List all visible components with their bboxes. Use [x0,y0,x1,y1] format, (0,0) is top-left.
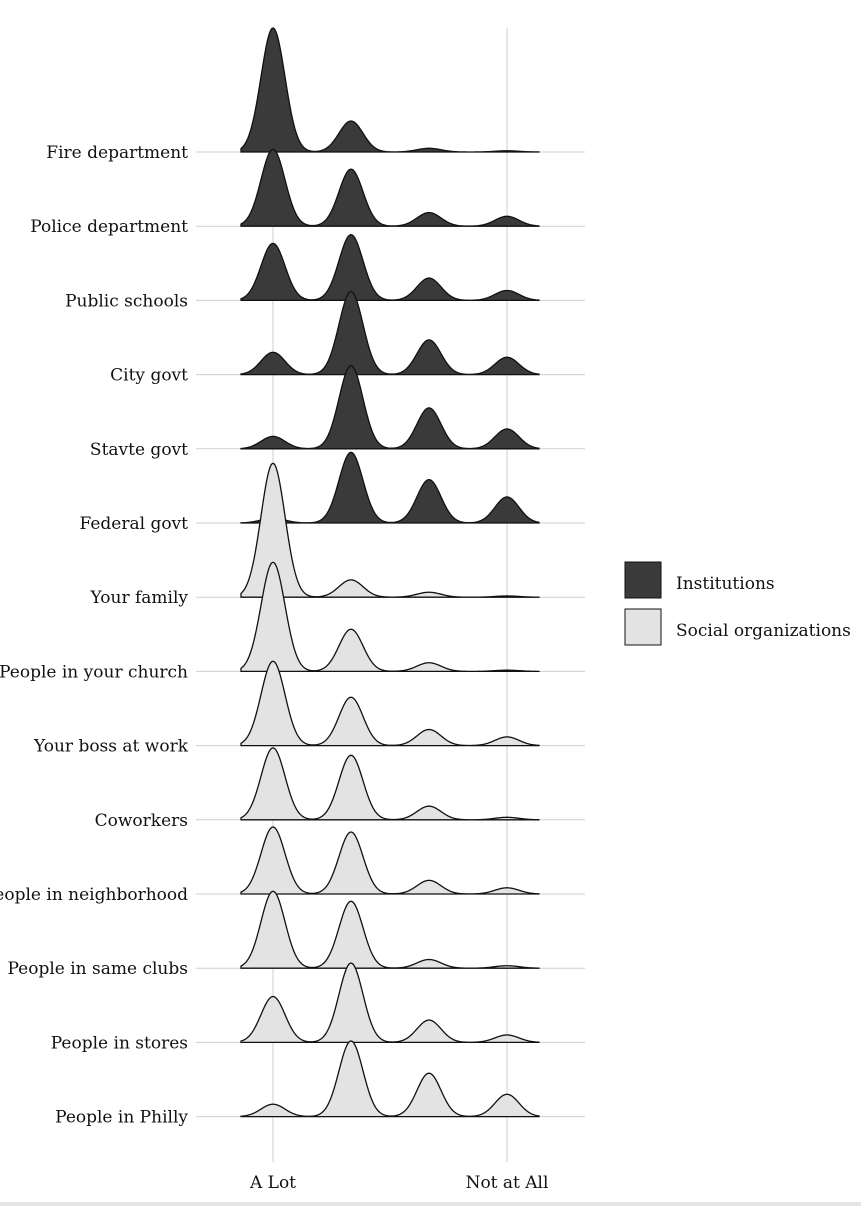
density-ridge [240,962,540,1044]
density-ridge [240,747,540,821]
row-label: People in stores [51,1033,188,1053]
density-ridges [240,27,540,1118]
row-label: People in your church [0,662,188,682]
legend-label-institutions: Institutions [676,574,775,594]
density-ridge [240,148,540,227]
x-tick-label: A Lot [249,1173,296,1193]
density-ridge [240,1040,540,1118]
row-label: Public schools [65,291,188,311]
row-label: People in neighborhood [0,885,188,905]
row-label: Federal govt [79,514,188,534]
y-axis-labels: Fire department Police department Public s… [0,143,189,1128]
density-ridge [240,27,540,153]
row-label: Stavte govt [90,440,188,460]
density-ridge [240,451,540,524]
density-ridge [240,660,540,747]
density-ridge [240,234,540,302]
legend-swatch-institutions [624,561,662,599]
density-ridge [240,290,540,376]
density-ridge [240,561,540,673]
row-label: Your family [90,588,189,608]
density-ridge [240,462,540,598]
row-label: City govt [110,366,188,386]
legend-swatch-social-organizations [624,608,662,646]
row-label: Coworkers [95,811,188,831]
row-label: Fire department [46,143,188,163]
density-ridge [240,826,540,895]
page-bottom-border [0,1202,861,1206]
legend: Institutions Social organizations [624,561,851,646]
row-label: People in same clubs [7,959,188,979]
row-label: Your boss at work [33,737,189,757]
density-ridge [240,890,540,969]
density-ridge [240,365,540,450]
x-tick-label: Not at All [466,1173,549,1193]
row-label: Police department [30,217,188,237]
legend-label-social-organizations: Social organizations [676,621,851,641]
x-axis-labels: A Lot Not at All [249,1173,548,1193]
row-label: People in Philly [55,1108,188,1128]
